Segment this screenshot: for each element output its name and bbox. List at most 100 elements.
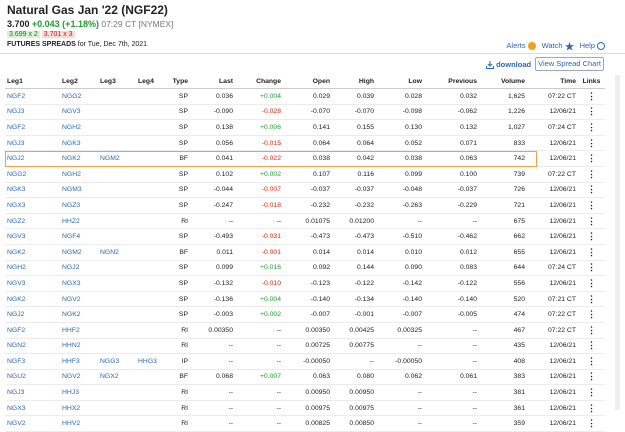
cell: 0.029 bbox=[283, 88, 332, 105]
links-menu[interactable] bbox=[578, 415, 605, 432]
cell: 12/06/21 bbox=[527, 104, 578, 121]
leg-link[interactable]: NGM2 bbox=[98, 150, 136, 167]
leg-link[interactable]: NGJ2 bbox=[5, 150, 60, 167]
section-label: FUTURES SPREADS bbox=[7, 41, 76, 48]
leg-link[interactable]: HHZ2 bbox=[60, 213, 98, 230]
links-menu[interactable] bbox=[578, 400, 605, 417]
column-header: Leg3 bbox=[98, 75, 136, 89]
links-menu[interactable] bbox=[578, 291, 605, 308]
cell: 0.00950 bbox=[332, 384, 376, 401]
leg-link[interactable]: NGV2 bbox=[60, 369, 98, 386]
leg-link[interactable]: NGV3 bbox=[5, 275, 60, 292]
download-icon[interactable] bbox=[486, 61, 494, 70]
help-label[interactable]: Help bbox=[579, 41, 595, 51]
leg-link[interactable]: NGK2 bbox=[60, 306, 98, 323]
leg-link[interactable]: HHG3 bbox=[136, 353, 166, 370]
links-menu[interactable] bbox=[578, 119, 605, 136]
cell: -- bbox=[376, 213, 424, 230]
links-menu[interactable] bbox=[578, 338, 605, 355]
alerts-icon[interactable] bbox=[527, 42, 536, 51]
leg-link[interactable]: NGN2 bbox=[98, 244, 136, 261]
links-menu[interactable] bbox=[578, 384, 605, 401]
leg-link[interactable]: NGX3 bbox=[60, 275, 98, 292]
watch-label[interactable]: Watch bbox=[541, 41, 563, 50]
leg-link[interactable]: NGH2 bbox=[5, 260, 60, 277]
leg-link[interactable]: NGM3 bbox=[60, 182, 98, 199]
links-menu[interactable] bbox=[578, 213, 605, 230]
leg-link[interactable]: HHF2 bbox=[60, 322, 98, 339]
table-row: NGN2 HHN2 RI -- -- 0.00725 0.00775 -- -- 435 12/06… bbox=[5, 338, 605, 355]
leg-link[interactable]: NGJ2 bbox=[5, 306, 60, 323]
links-menu[interactable] bbox=[578, 244, 605, 261]
leg-link[interactable]: HHV2 bbox=[60, 415, 98, 432]
cell: +0.004 bbox=[235, 291, 283, 308]
leg-link[interactable]: NGM2 bbox=[60, 244, 98, 261]
leg-link[interactable]: HHX2 bbox=[60, 400, 98, 417]
leg-link[interactable]: NGK2 bbox=[5, 244, 60, 261]
leg-link[interactable]: HHJ3 bbox=[60, 384, 98, 401]
leg-link[interactable]: NGK2 bbox=[60, 150, 98, 167]
links-menu[interactable] bbox=[578, 88, 605, 105]
leg-link[interactable]: NGX2 bbox=[98, 369, 136, 386]
table-row: NGF2 NGG2 SP 0.036 +0.004 0.029 0.039 0.028 0.03… bbox=[5, 88, 605, 105]
leg-link[interactable]: NGF4 bbox=[60, 228, 98, 245]
alerts[interactable]: Alerts bbox=[506, 41, 536, 51]
leg-link[interactable]: HHF3 bbox=[60, 353, 98, 370]
links-menu[interactable] bbox=[578, 260, 605, 277]
links-menu[interactable] bbox=[578, 322, 605, 339]
leg-link[interactable]: NGK2 bbox=[5, 291, 60, 308]
cell: -- bbox=[424, 322, 479, 339]
watch-icon[interactable] bbox=[564, 41, 574, 51]
links-menu[interactable] bbox=[578, 197, 605, 214]
leg-link[interactable]: NGX3 bbox=[5, 197, 60, 214]
leg-link[interactable]: NGV2 bbox=[60, 291, 98, 308]
leg-link[interactable]: NGJ3 bbox=[5, 384, 60, 401]
leg-link[interactable]: NGK3 bbox=[60, 135, 98, 152]
watch[interactable]: Watch bbox=[542, 41, 574, 51]
links-menu[interactable] bbox=[578, 228, 605, 245]
download-label[interactable]: download bbox=[496, 60, 532, 69]
leg-link[interactable]: NGZ3 bbox=[60, 197, 98, 214]
header-row: Leg1 Leg2 Leg3 Leg4 Type Last Change Open High Lo… bbox=[5, 75, 605, 89]
links-menu[interactable] bbox=[578, 369, 605, 386]
alerts-label[interactable]: Alerts bbox=[506, 41, 526, 51]
leg-link[interactable]: NGJ3 bbox=[5, 104, 60, 121]
leg-link[interactable]: NGJ2 bbox=[60, 260, 98, 277]
cell: 07:22 CT bbox=[527, 166, 578, 183]
help[interactable]: Help bbox=[579, 41, 605, 51]
leg-link[interactable]: NGV3 bbox=[60, 104, 98, 121]
cell: -0.263 bbox=[376, 197, 424, 214]
download[interactable]: download bbox=[486, 60, 532, 70]
links-menu[interactable] bbox=[578, 275, 605, 292]
leg-link[interactable]: NGV2 bbox=[5, 415, 60, 432]
leg-link[interactable]: NGF3 bbox=[5, 353, 60, 370]
leg-link[interactable]: NGJ3 bbox=[5, 135, 60, 152]
links-menu[interactable] bbox=[578, 166, 605, 183]
cell: 0.141 bbox=[283, 119, 332, 136]
links-menu[interactable] bbox=[578, 353, 605, 370]
links-menu[interactable] bbox=[578, 150, 605, 167]
leg-link[interactable]: NGG2 bbox=[60, 88, 98, 105]
leg-link[interactable]: NGH2 bbox=[60, 119, 98, 136]
leg-link[interactable]: NGG2 bbox=[5, 166, 60, 183]
leg-link[interactable]: NGH2 bbox=[60, 166, 98, 183]
bid: 3.699 x 2 bbox=[7, 31, 40, 38]
leg-link[interactable]: NGF2 bbox=[5, 322, 60, 339]
leg-link[interactable]: NGV3 bbox=[5, 228, 60, 245]
links-menu[interactable] bbox=[578, 135, 605, 152]
leg-link[interactable]: NGN2 bbox=[5, 338, 60, 355]
leg-link[interactable]: NGU2 bbox=[5, 369, 60, 386]
links-menu[interactable] bbox=[578, 306, 605, 323]
links-menu[interactable] bbox=[578, 182, 605, 199]
leg-link[interactable]: NGZ2 bbox=[5, 213, 60, 230]
spread-chart-button[interactable]: View Spread Chart bbox=[535, 57, 604, 71]
cell: 0.099 bbox=[376, 166, 424, 183]
links-menu[interactable] bbox=[578, 104, 605, 121]
leg-link[interactable]: NGX3 bbox=[5, 400, 60, 417]
leg-link[interactable]: NGF2 bbox=[5, 119, 60, 136]
leg-link[interactable]: NGF2 bbox=[5, 88, 60, 105]
leg-link[interactable]: NGK3 bbox=[5, 182, 60, 199]
leg-link[interactable]: HHN2 bbox=[60, 338, 98, 355]
leg-link[interactable]: NGG3 bbox=[98, 353, 136, 370]
help-icon[interactable] bbox=[597, 42, 605, 51]
